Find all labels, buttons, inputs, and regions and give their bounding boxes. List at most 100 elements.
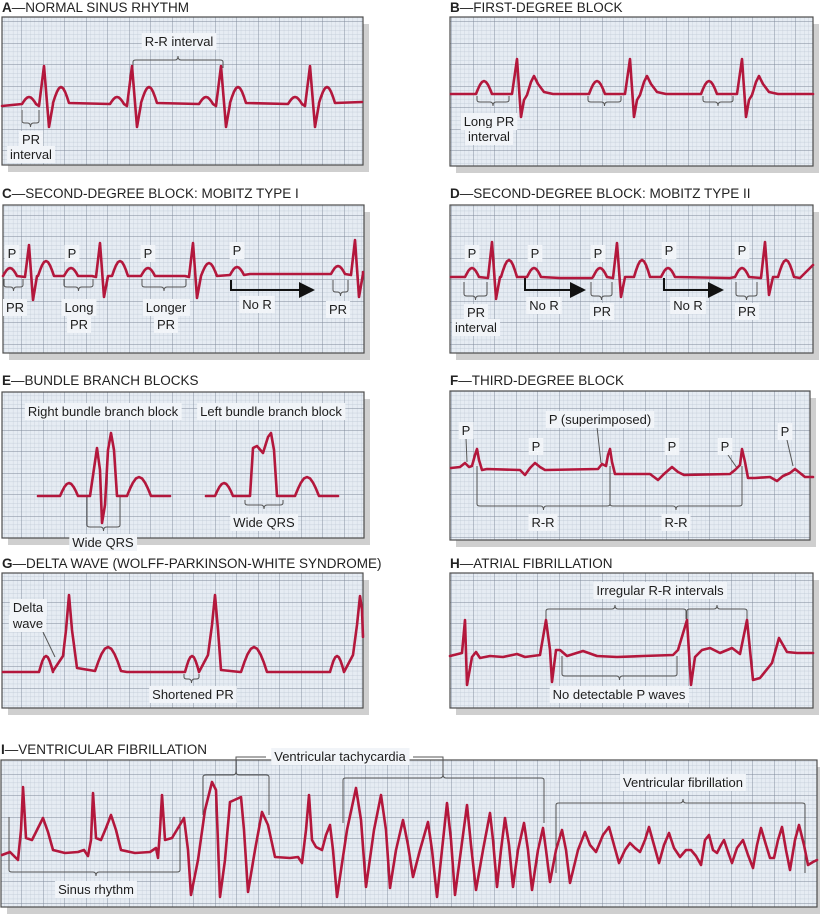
label-wide-qrs: Wide QRS	[72, 535, 134, 550]
label-background	[545, 411, 655, 428]
label-background	[55, 881, 137, 898]
label-background	[452, 319, 501, 336]
label-background	[590, 245, 606, 262]
label-lbbb: Left bundle branch block	[200, 404, 342, 419]
label-interval: interval	[468, 129, 510, 144]
label-p: P	[532, 439, 541, 454]
label-ventricular-fibrillation: Ventricular fibrillation	[623, 775, 743, 790]
panel-i-title: I—VENTRICULAR FIBRILLATION	[1, 742, 207, 757]
panel-b-title: B—FIRST-DEGREE BLOCK	[450, 0, 623, 15]
bracket	[545, 604, 687, 619]
label-background	[239, 296, 275, 313]
label-irregular-rr: Irregular R-R intervals	[596, 583, 724, 598]
label-pr: PR	[738, 304, 756, 319]
label-background	[527, 245, 543, 262]
bracket	[590, 282, 613, 301]
label-pr: PR	[157, 317, 175, 332]
label-pr: PR	[467, 305, 485, 320]
label-background	[7, 146, 56, 163]
label-sinus-rhythm: Sinus rhythm	[58, 882, 134, 897]
bracket	[332, 280, 349, 297]
bracket	[63, 279, 94, 292]
panel-g-title: G—DELTA WAVE (WOLFF-PARKINSON-WHITE SYND…	[2, 556, 382, 571]
label-background	[4, 245, 20, 262]
label-p: P	[531, 246, 540, 261]
label-p: P	[468, 246, 477, 261]
bracket	[132, 55, 224, 68]
label-shortened-pr: Shortened PR	[152, 687, 234, 702]
label-p: P	[144, 246, 153, 261]
ecg-trace-normal-sinus	[0, 64, 364, 129]
ecg-trace-ventricular-fib	[0, 780, 819, 899]
label-background	[549, 686, 689, 703]
label-pr: PR	[6, 300, 24, 315]
label-interval: interval	[10, 147, 52, 162]
bracket	[463, 282, 488, 301]
label-background	[230, 514, 299, 531]
label-background	[528, 514, 558, 531]
ecg-trace-mobitz-2	[449, 240, 815, 301]
label-background	[463, 304, 489, 321]
ecg-trace-first-degree	[449, 57, 815, 119]
label-background	[24, 403, 182, 420]
label-background	[149, 686, 237, 703]
arrow-icon	[663, 278, 724, 298]
label-rbbb: Right bundle branch block	[28, 404, 179, 419]
label-long-pr: Long PR	[464, 114, 515, 129]
label-rr: R-R	[531, 515, 554, 530]
label-pr: PR	[22, 132, 40, 147]
label-background	[620, 774, 746, 791]
label-background	[526, 297, 562, 314]
label-p: P	[721, 439, 730, 454]
bracket	[183, 674, 200, 684]
label-long: Long	[65, 300, 94, 315]
panel-f-title: F—THIRD-DEGREE BLOCK	[450, 373, 624, 388]
label-pr: PR	[70, 317, 88, 332]
pointer-lines	[42, 426, 794, 658]
label-background	[8, 615, 47, 632]
label-background	[325, 301, 351, 318]
ecg-strip-panel-h	[449, 572, 819, 715]
bracket	[555, 798, 806, 873]
label-background	[589, 303, 615, 320]
label-background	[66, 316, 92, 333]
label-background	[61, 299, 97, 316]
panel-a-title: A—NORMAL SINUS RHYTHM	[2, 0, 189, 15]
label-background	[64, 245, 80, 262]
bracket	[476, 466, 611, 511]
label-background	[142, 299, 190, 316]
annotation-brackets	[3, 55, 806, 877]
label-wide-qrs: Wide QRS	[233, 515, 295, 530]
bracket	[735, 282, 758, 301]
label-p: P	[68, 246, 77, 261]
label-background	[9, 599, 47, 616]
bracket	[244, 500, 284, 510]
label-p: P	[8, 246, 17, 261]
label-background	[734, 303, 760, 320]
label-background	[465, 128, 514, 145]
bracket	[702, 96, 734, 107]
bracket-connector	[235, 756, 444, 774]
label-background	[664, 438, 680, 455]
label-background	[670, 297, 706, 314]
label-background	[661, 242, 677, 259]
bracket	[141, 279, 187, 292]
ecg-strip-panel-i	[0, 759, 820, 914]
ecg-trace-mobitz-1	[1, 238, 365, 302]
label-background	[734, 242, 750, 259]
ecg-trace-delta-wave	[1, 593, 365, 674]
label-background	[69, 534, 138, 551]
label-rr-interval: R-R interval	[145, 34, 214, 49]
ecg-strip-panel-d	[449, 204, 819, 360]
label-p: P	[668, 439, 677, 454]
arrow-icon	[524, 278, 586, 298]
label-longer: Longer	[146, 300, 187, 315]
ecg-trace-third-degree	[449, 447, 815, 483]
label-background	[464, 245, 480, 262]
label-background	[593, 582, 728, 599]
arrow-icon	[230, 280, 315, 298]
label-no-p-waves: No detectable P waves	[553, 687, 686, 702]
label-p: P	[738, 243, 747, 258]
panel-c-title: C—SECOND-DEGREE BLOCK: MOBITZ TYPE I	[2, 186, 299, 201]
